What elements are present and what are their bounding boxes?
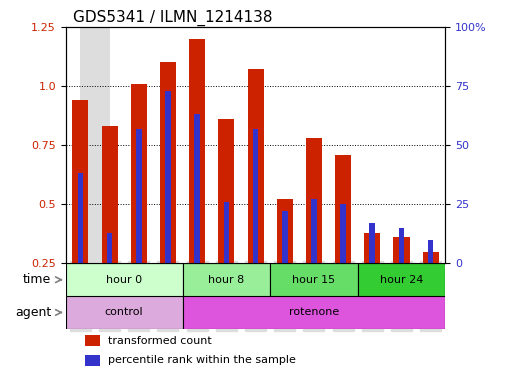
Bar xyxy=(369,223,374,263)
Bar xyxy=(72,100,88,263)
Text: agent: agent xyxy=(15,306,51,319)
Bar xyxy=(165,91,170,263)
FancyBboxPatch shape xyxy=(357,263,444,296)
Bar xyxy=(77,174,83,263)
Bar xyxy=(218,119,234,263)
Text: hour 8: hour 8 xyxy=(208,275,244,285)
Text: percentile rank within the sample: percentile rank within the sample xyxy=(108,356,295,366)
Text: GDS5341 / ILMN_1214138: GDS5341 / ILMN_1214138 xyxy=(73,9,272,25)
FancyBboxPatch shape xyxy=(66,296,182,329)
FancyBboxPatch shape xyxy=(270,263,357,296)
FancyBboxPatch shape xyxy=(182,263,270,296)
Bar xyxy=(398,228,403,263)
Bar xyxy=(334,155,350,263)
Bar xyxy=(306,138,321,263)
Bar xyxy=(223,202,229,263)
Bar xyxy=(340,204,345,263)
Bar xyxy=(85,335,100,346)
Bar xyxy=(102,126,117,263)
FancyBboxPatch shape xyxy=(66,263,182,296)
Bar xyxy=(189,39,205,263)
Text: rotenone: rotenone xyxy=(288,308,338,318)
Text: control: control xyxy=(105,308,143,318)
Bar xyxy=(160,62,176,263)
FancyBboxPatch shape xyxy=(182,296,444,329)
Text: hour 0: hour 0 xyxy=(106,275,142,285)
Bar xyxy=(107,233,112,263)
Text: hour 15: hour 15 xyxy=(292,275,335,285)
Bar xyxy=(427,240,433,263)
Bar xyxy=(364,233,380,263)
Bar xyxy=(422,252,438,263)
Bar xyxy=(130,84,146,263)
Bar xyxy=(136,129,141,263)
Text: transformed count: transformed count xyxy=(108,336,211,346)
Bar xyxy=(281,211,287,263)
Bar xyxy=(194,114,199,263)
Text: hour 24: hour 24 xyxy=(379,275,422,285)
Bar xyxy=(311,200,316,263)
Bar xyxy=(276,200,292,263)
Bar xyxy=(247,70,263,263)
Bar xyxy=(252,129,258,263)
Bar xyxy=(85,355,100,366)
Text: time: time xyxy=(23,273,51,286)
Bar xyxy=(393,237,409,263)
Bar xyxy=(80,27,110,263)
